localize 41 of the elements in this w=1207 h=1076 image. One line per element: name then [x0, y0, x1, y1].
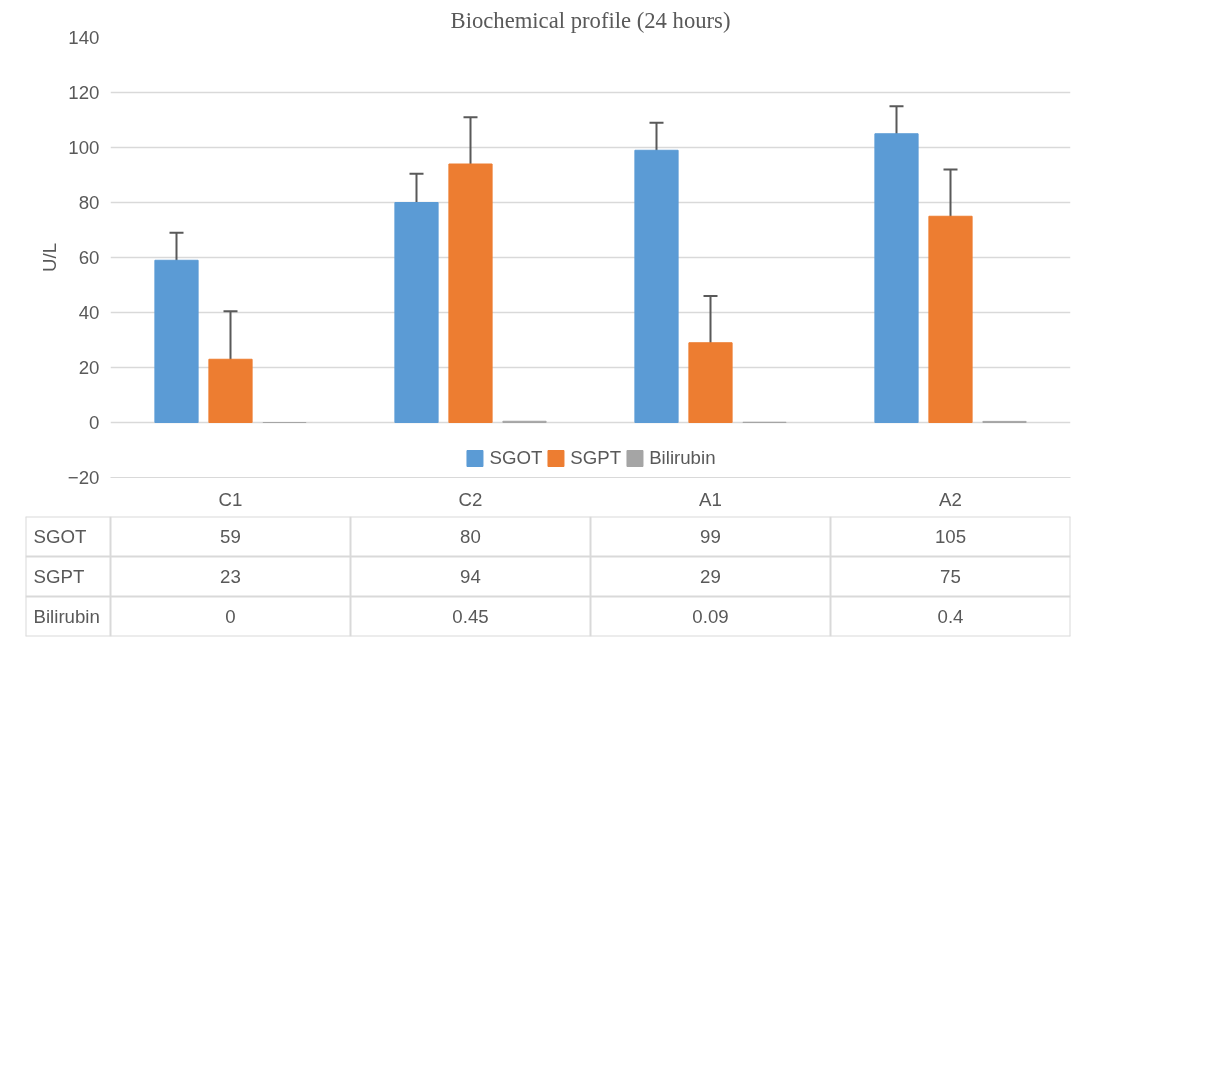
- x-tick-label: C1: [218, 488, 243, 510]
- data-label: 99: [700, 526, 721, 547]
- legend-label: SGOT: [489, 447, 543, 469]
- bar: [634, 149, 679, 423]
- text: SGOT: [33, 526, 87, 547]
- data-label: 105: [934, 526, 967, 547]
- data-label: 75: [940, 566, 961, 587]
- x-tick-label: C2: [458, 488, 483, 510]
- bar: [394, 202, 439, 423]
- y-tick-label: 80: [78, 192, 100, 213]
- x-tick-label: A2: [939, 488, 962, 510]
- data-label: 0.45: [452, 606, 489, 627]
- data-label: 0.4: [937, 606, 964, 627]
- y-tick-label: 20: [78, 357, 100, 378]
- bar: [448, 163, 493, 423]
- text: SGPT: [33, 566, 85, 587]
- y-tick-label: 40: [78, 302, 100, 323]
- chart-title: Biochemical profile (24 hours): [450, 7, 731, 33]
- data-label: 29: [700, 566, 721, 587]
- y-tick-label: 120: [68, 82, 100, 103]
- legend-label: Bilirubin: [649, 447, 716, 469]
- text: Bilirubin: [33, 606, 100, 627]
- data-label: 0: [225, 606, 236, 627]
- bar: [208, 358, 253, 423]
- data-label: 94: [460, 566, 481, 587]
- y-axis-title: U/L: [38, 242, 60, 273]
- y-tick-label: 60: [78, 247, 100, 268]
- bar: [874, 133, 919, 423]
- bar: [688, 342, 733, 423]
- data-label: 59: [220, 526, 241, 547]
- y-tick-label: 100: [68, 137, 100, 158]
- legend-label: SGPT: [570, 447, 622, 469]
- x-tick-label: A1: [699, 488, 722, 510]
- data-label: 80: [460, 526, 481, 547]
- y-tick-label: 140: [68, 27, 100, 48]
- bar: [154, 259, 199, 423]
- y-tick-label: −20: [67, 467, 100, 488]
- data-label: 23: [220, 566, 241, 587]
- y-tick-label: 0: [89, 412, 100, 433]
- data-label: 0.09: [692, 606, 729, 627]
- bar: [928, 215, 973, 423]
